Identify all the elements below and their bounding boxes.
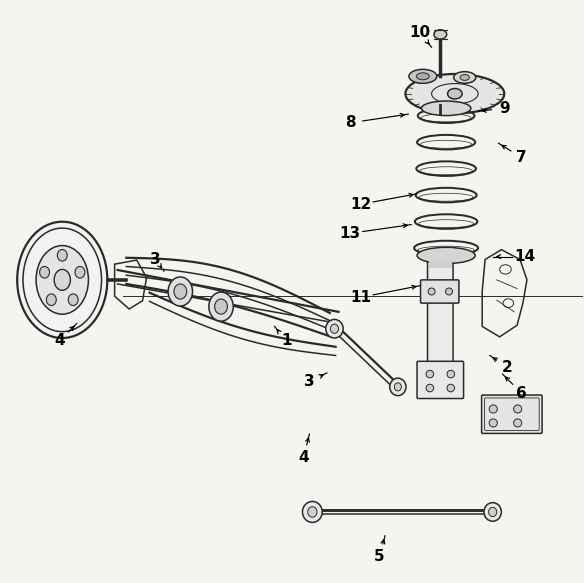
Ellipse shape xyxy=(75,266,85,278)
Ellipse shape xyxy=(40,266,50,278)
Text: 8: 8 xyxy=(345,115,356,131)
Text: 7: 7 xyxy=(516,150,527,165)
Ellipse shape xyxy=(447,89,462,99)
Ellipse shape xyxy=(331,324,339,333)
Ellipse shape xyxy=(426,384,434,392)
Text: 1: 1 xyxy=(281,333,291,349)
Ellipse shape xyxy=(215,299,227,314)
Ellipse shape xyxy=(513,419,522,427)
Ellipse shape xyxy=(54,269,71,290)
Text: 3: 3 xyxy=(150,252,161,267)
Text: 14: 14 xyxy=(514,249,535,264)
Bar xyxy=(429,259,452,268)
Text: 4: 4 xyxy=(54,333,65,349)
Ellipse shape xyxy=(57,250,67,261)
Ellipse shape xyxy=(168,277,193,306)
Ellipse shape xyxy=(416,73,429,80)
Text: 12: 12 xyxy=(350,196,371,212)
Text: 3: 3 xyxy=(304,374,315,389)
Ellipse shape xyxy=(434,30,447,39)
Ellipse shape xyxy=(390,378,406,396)
Text: 10: 10 xyxy=(409,25,430,40)
FancyBboxPatch shape xyxy=(482,395,542,433)
Ellipse shape xyxy=(454,72,476,83)
Ellipse shape xyxy=(303,501,322,522)
Ellipse shape xyxy=(68,294,78,305)
Ellipse shape xyxy=(36,245,88,314)
FancyBboxPatch shape xyxy=(427,258,453,364)
Text: 5: 5 xyxy=(374,549,384,564)
Ellipse shape xyxy=(422,101,471,115)
Ellipse shape xyxy=(326,319,343,338)
Text: 9: 9 xyxy=(499,101,510,116)
Ellipse shape xyxy=(489,507,497,517)
Ellipse shape xyxy=(447,384,454,392)
Ellipse shape xyxy=(489,405,498,413)
Ellipse shape xyxy=(174,284,187,299)
Ellipse shape xyxy=(426,370,434,378)
Ellipse shape xyxy=(405,74,505,114)
Ellipse shape xyxy=(428,288,435,295)
Ellipse shape xyxy=(513,405,522,413)
Text: 11: 11 xyxy=(350,290,371,305)
FancyBboxPatch shape xyxy=(420,280,459,303)
Ellipse shape xyxy=(394,383,401,391)
Text: 13: 13 xyxy=(340,226,361,241)
Ellipse shape xyxy=(17,222,107,338)
Ellipse shape xyxy=(46,294,56,305)
Text: 2: 2 xyxy=(502,360,513,375)
Ellipse shape xyxy=(409,69,437,83)
FancyBboxPatch shape xyxy=(417,361,464,399)
Ellipse shape xyxy=(417,247,475,264)
Text: 4: 4 xyxy=(298,449,309,465)
Ellipse shape xyxy=(460,75,470,80)
Ellipse shape xyxy=(447,370,454,378)
Ellipse shape xyxy=(209,292,233,321)
Ellipse shape xyxy=(308,507,317,517)
Ellipse shape xyxy=(484,503,502,521)
Text: 6: 6 xyxy=(516,386,527,401)
Ellipse shape xyxy=(489,419,498,427)
Ellipse shape xyxy=(446,288,453,295)
